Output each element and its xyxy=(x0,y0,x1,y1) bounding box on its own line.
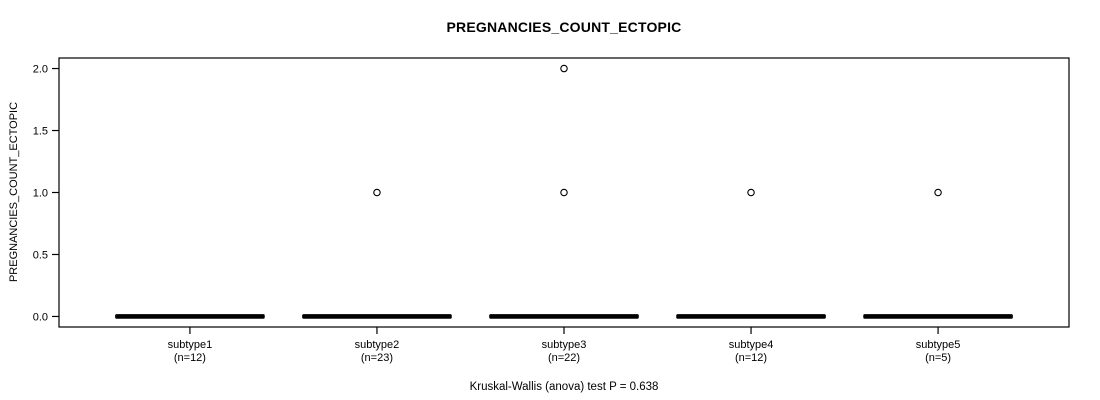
stat-test-annotation: Kruskal-Wallis (anova) test P = 0.638 xyxy=(469,381,659,393)
boxplot-box xyxy=(489,314,639,319)
x-axis-label-count: (n=22) xyxy=(547,351,581,364)
x-axis-label-name: subtype5 xyxy=(915,339,961,351)
x-axis-label-name: subtype4 xyxy=(728,339,774,351)
outlier-point xyxy=(747,188,755,197)
x-axis-label-count: (n=5) xyxy=(925,351,952,364)
x-axis-label-count: (n=23) xyxy=(360,351,393,364)
outlier-point xyxy=(934,188,942,197)
outlier-point xyxy=(560,188,568,197)
y-tick-label: 1.0 xyxy=(33,188,48,200)
x-axis-label-name: subtype1 xyxy=(167,339,213,351)
x-axis-label-count: (n=12) xyxy=(173,351,206,364)
x-axis-label: subtype1 (n=12) xyxy=(110,339,270,364)
x-axis-label-count: (n=12) xyxy=(734,351,768,364)
boxplot-box xyxy=(863,314,1013,319)
x-axis-label: subtype4 (n=12) xyxy=(671,339,831,364)
y-tick-label: 0.5 xyxy=(33,249,48,261)
boxplot-box xyxy=(676,314,826,319)
x-axis-label-name: subtype3 xyxy=(541,339,587,351)
y-tick-label: 0.0 xyxy=(33,311,48,323)
chart-title: PREGNANCIES_COUNT_ECTOPIC xyxy=(446,19,682,35)
outlier-point xyxy=(560,64,568,73)
outlier-point xyxy=(373,188,381,197)
y-tick-label: 1.5 xyxy=(33,126,48,138)
y-tick-label: 2.0 xyxy=(33,64,48,76)
boxplot-box xyxy=(115,314,265,319)
x-axis-label-name: subtype2 xyxy=(354,339,400,351)
boxplot-box xyxy=(302,314,452,319)
x-axis-label: subtype2 (n=23) xyxy=(297,339,457,364)
x-axis-label: subtype5 (n=5) xyxy=(858,339,1018,364)
plot-border xyxy=(58,57,1070,328)
x-axis-label: subtype3 (n=22) xyxy=(484,339,644,364)
